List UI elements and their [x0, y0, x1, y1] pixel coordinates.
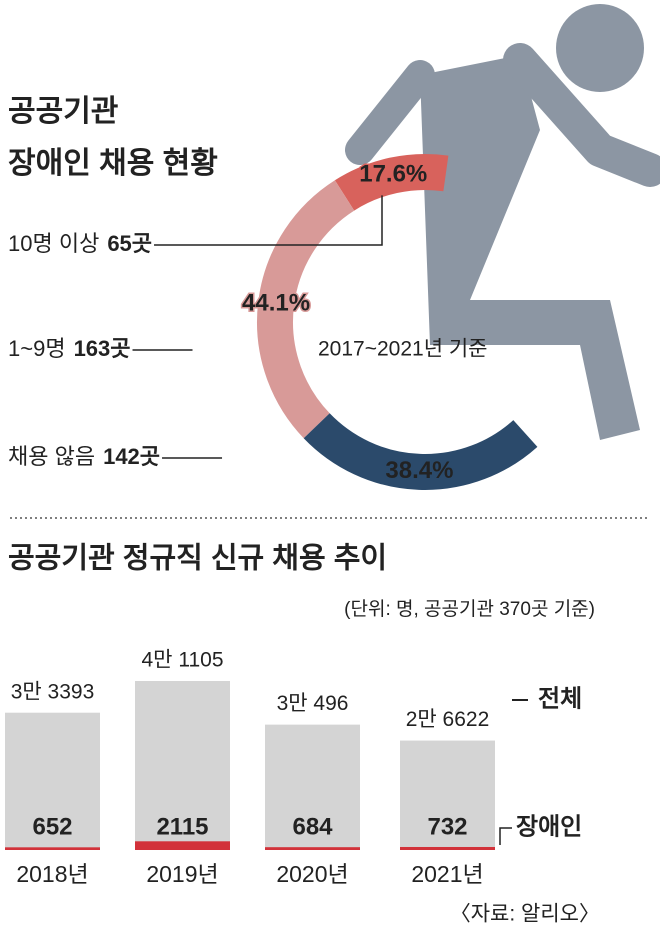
- category-name: 10명 이상: [8, 231, 99, 256]
- donut-segment: [257, 180, 355, 439]
- source: 〈자료: 알리오〉: [450, 903, 600, 926]
- disabled-value-label: 2115: [156, 813, 208, 840]
- total-value-label: 3만 3393: [11, 680, 95, 703]
- total-bar: [135, 681, 230, 850]
- total-bar: [400, 740, 495, 850]
- category-label: 10명 이상 65곳: [8, 231, 152, 256]
- count-label: 142곳: [103, 444, 160, 469]
- value-label: 38.4%: [385, 457, 453, 484]
- value-label: 44.1%: [242, 289, 310, 316]
- leader-line: [154, 195, 383, 246]
- category-label: 채용 않음 142곳: [8, 444, 160, 469]
- category-label: 1~9명 163곳: [8, 336, 131, 361]
- disabled-value-label: 684: [292, 813, 333, 840]
- x-tick-label: 2020년: [276, 861, 348, 887]
- disabled-bar: [135, 841, 230, 850]
- legend-label: 장애인: [516, 813, 582, 840]
- total-bar: [5, 712, 100, 850]
- total-bar: [265, 724, 360, 850]
- x-tick-label: 2021년: [411, 861, 483, 887]
- legend-label: 전체: [538, 685, 582, 712]
- disabled-value-label: 652: [32, 813, 72, 840]
- x-tick-label: 2018년: [16, 861, 88, 887]
- category-name: 채용 않음: [8, 444, 95, 469]
- count-label: 65곳: [107, 231, 152, 256]
- chart-title: 공공기관: [8, 95, 118, 128]
- total-value-label: 3만 496: [277, 692, 349, 715]
- disabled-value-label: 732: [427, 813, 467, 840]
- donut-segment: [334, 154, 449, 211]
- count-label: 163곳: [74, 336, 131, 361]
- chart-subtitle: (단위: 명, 공공기관 370곳 기준): [344, 598, 595, 620]
- category-name: 1~9명: [8, 336, 66, 361]
- legend-bracket: [499, 827, 512, 845]
- value-label: 17.6%: [359, 161, 427, 188]
- total-value-label: 4만 1105: [142, 649, 224, 672]
- donut-segment: [303, 413, 538, 490]
- disabled-bar: [400, 846, 495, 850]
- wheelchair-figure: [345, 4, 660, 440]
- chart-title: 장애인 채용 현황: [8, 147, 218, 180]
- disabled-bar: [5, 847, 100, 850]
- total-value-label: 2만 6622: [406, 708, 490, 731]
- disabled-bar: [265, 847, 360, 850]
- annotation: 2017~2021년 기준: [318, 338, 488, 361]
- x-tick-label: 2019년: [146, 861, 218, 887]
- chart-title: 공공기관 정규직 신규 채용 추이: [8, 542, 387, 575]
